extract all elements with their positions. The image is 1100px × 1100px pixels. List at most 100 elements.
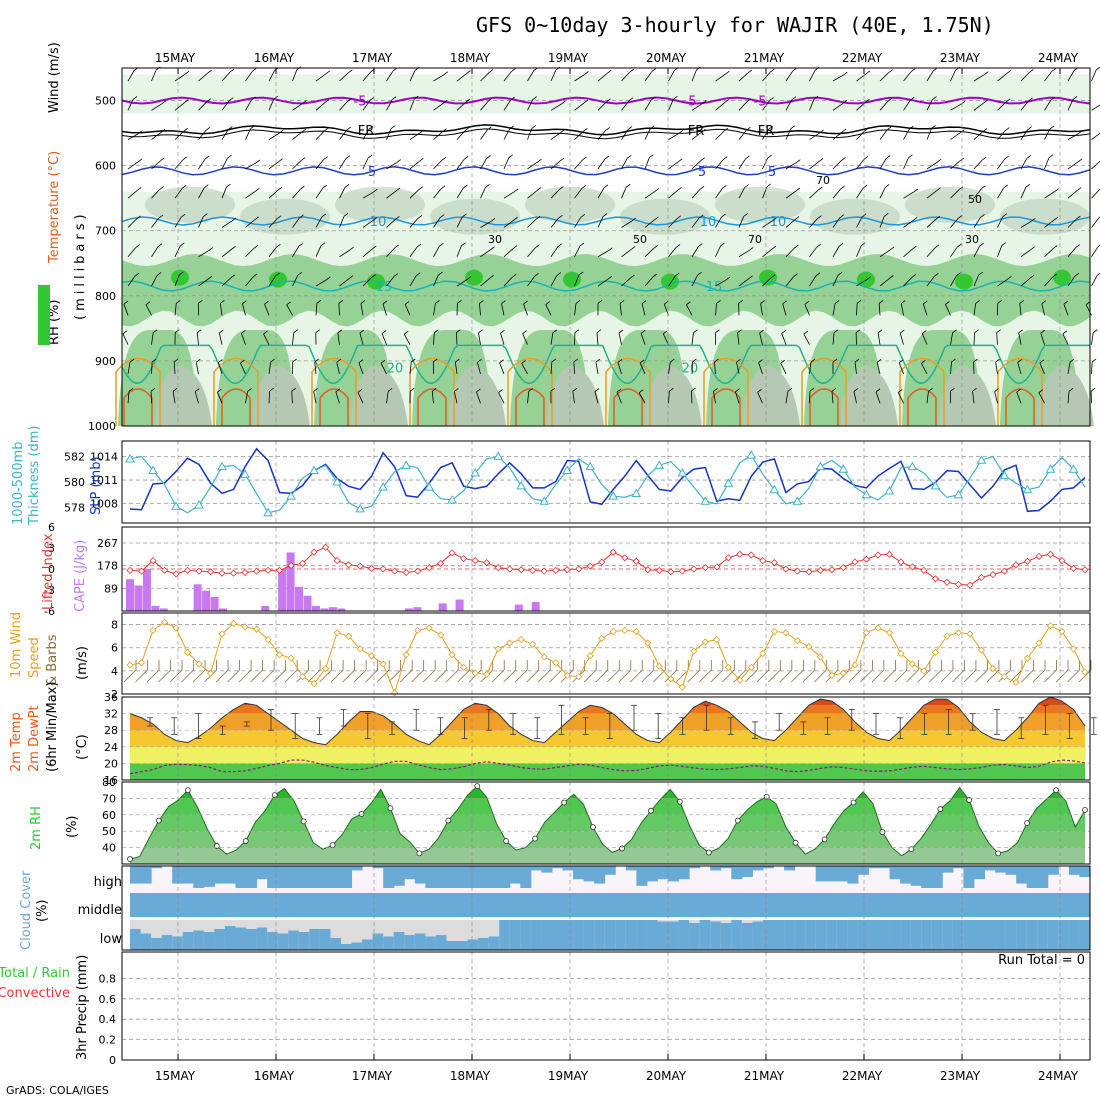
wind-barb [792, 67, 797, 72]
wind-barb [454, 361, 458, 374]
wind-barb [630, 246, 636, 250]
wind-barb [292, 217, 300, 228]
wind10-barb [273, 669, 286, 683]
wind-barb [785, 190, 796, 199]
wind-barb [313, 388, 318, 392]
wind-barb [292, 275, 299, 287]
rh2m-marker [966, 797, 973, 803]
wind-barb [668, 275, 676, 287]
wind-barb [959, 157, 964, 162]
date-label-top: 20MAY [646, 51, 687, 65]
wind-barb [653, 245, 658, 249]
wind-barb [381, 330, 387, 334]
wind-barb [488, 69, 494, 73]
wind-barb [561, 100, 566, 105]
wind10-marker [253, 625, 261, 633]
cloud-high-bar [530, 866, 542, 871]
wind-barb [174, 188, 183, 199]
li-marker [908, 563, 916, 571]
wind-barb [534, 273, 539, 277]
contour-label: 5 [698, 165, 706, 180]
cloud-high-bar [1079, 866, 1091, 877]
wind-barb [268, 247, 277, 258]
wind-barb [135, 244, 140, 248]
wind10-barb [1044, 669, 1057, 683]
wind-barb [785, 162, 797, 170]
li-marker [1000, 567, 1009, 575]
wind-barb [832, 74, 844, 82]
rh-peak-blob [171, 269, 189, 286]
rh2m-marker [821, 836, 828, 843]
cloud-middle-bar [214, 893, 226, 917]
wind-barb [1006, 70, 1012, 74]
wind-barb [1018, 329, 1023, 334]
wind-barb [897, 389, 903, 393]
wind-barb [386, 128, 392, 140]
wind-barb [574, 74, 585, 82]
cloud-high-bar [425, 866, 437, 888]
wind10-marker [1069, 645, 1078, 653]
wind-barb [160, 129, 166, 133]
cloud-high-bar [826, 866, 838, 882]
thickness-marker [585, 461, 596, 471]
cloud-middle-bar [879, 893, 891, 917]
wind-barb [691, 332, 694, 345]
wind-barb [464, 127, 470, 132]
wind10-marker [770, 627, 778, 636]
rh2m-marker [532, 835, 539, 842]
upper-air-panel-frame [121, 67, 1091, 427]
wind-barb [221, 277, 232, 287]
wind-barb [854, 361, 857, 374]
wind-barb [532, 96, 538, 100]
cape-axis-label: CAPE (J/kg) [73, 540, 88, 612]
rh2m-marker [676, 798, 683, 805]
wind-barb [205, 126, 211, 131]
rh-contour-label: 30 [488, 233, 502, 246]
wind-barb [818, 158, 824, 162]
wind-barb [219, 303, 223, 316]
wind-barb [922, 303, 928, 316]
wind-barb [833, 329, 839, 334]
li-marker [747, 551, 755, 559]
wind-barb [1091, 358, 1097, 363]
wind-barb [315, 329, 321, 333]
li-marker [506, 565, 514, 573]
wind10-marker [989, 664, 997, 673]
wind-barb [715, 102, 725, 111]
cloud-high-bar [931, 866, 943, 888]
wind-barb [584, 71, 589, 75]
cloud-low-bar [404, 935, 416, 950]
cloud-middle-bar [942, 893, 954, 917]
wind-barb [433, 102, 444, 111]
wind-barb [715, 73, 726, 82]
rh-gray-column [351, 365, 408, 426]
cloud-high-bar [668, 866, 680, 882]
wind-barb [641, 303, 646, 316]
wind-barb [997, 187, 1005, 199]
wind10-barb [537, 669, 551, 683]
wind-barb [950, 132, 961, 140]
wind-barb [344, 184, 350, 188]
wind-barb [997, 245, 1003, 257]
cloud-middle-bar [995, 893, 1007, 917]
wind-barb [434, 329, 439, 333]
li-marker [333, 557, 341, 565]
wind-barb [621, 220, 632, 228]
cloud-middle-bar [193, 893, 205, 917]
wind10-barb [330, 669, 344, 683]
li-marker [552, 566, 560, 574]
wind-barb [297, 271, 303, 276]
wind-barb [486, 155, 491, 159]
thickness-marker [953, 489, 964, 499]
cloud-middle-bar [509, 893, 521, 917]
wind10-marker [1081, 668, 1089, 676]
wind-barb [324, 127, 329, 132]
wind-barb [1052, 273, 1057, 278]
wind10-marker [586, 652, 594, 660]
cloud-middle-bar [910, 893, 922, 917]
cloud-low-bar [836, 920, 848, 950]
cape-bar [151, 605, 160, 611]
cloud-high-bar [541, 866, 553, 873]
wind-barb [487, 126, 492, 131]
contour-label: FR [358, 124, 375, 139]
